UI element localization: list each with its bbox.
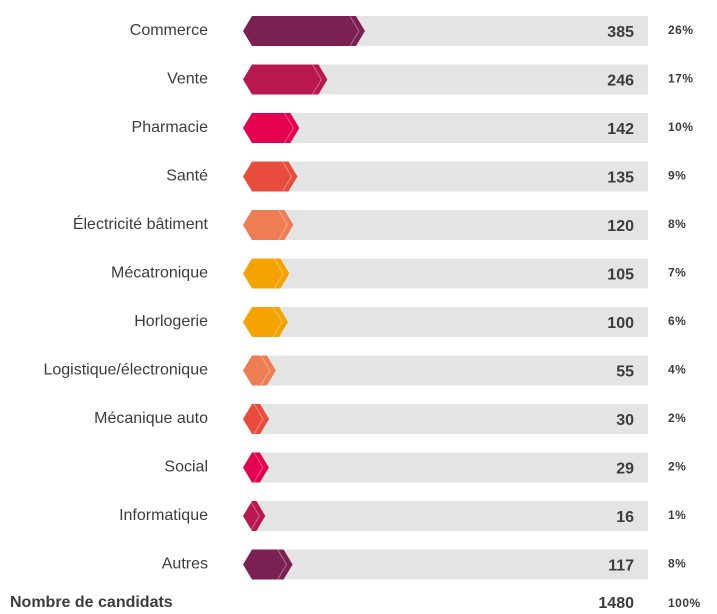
value-label: 135 bbox=[607, 170, 634, 187]
bar-facet bbox=[272, 306, 283, 338]
bar-facet bbox=[273, 258, 284, 289]
bar bbox=[243, 161, 298, 192]
category-label: Commerce bbox=[130, 22, 208, 39]
value-label: 100 bbox=[607, 315, 634, 332]
track bbox=[252, 113, 648, 143]
bar bbox=[243, 258, 290, 289]
bar bbox=[243, 307, 288, 337]
track bbox=[252, 549, 648, 580]
category-label: Horlogerie bbox=[134, 313, 208, 330]
category-label: Social bbox=[164, 459, 208, 476]
bar bbox=[243, 549, 293, 580]
value-label: 55 bbox=[616, 364, 634, 381]
value-label: 246 bbox=[607, 73, 634, 90]
category-label: Informatique bbox=[119, 507, 208, 524]
bar bbox=[243, 210, 294, 240]
bar bbox=[243, 355, 276, 386]
track bbox=[252, 210, 648, 240]
percent-label: 2% bbox=[668, 411, 686, 425]
track bbox=[252, 404, 648, 434]
category-label: Électricité bâtiment bbox=[73, 214, 209, 233]
bar-facet bbox=[277, 549, 288, 580]
category-label: Mécatronique bbox=[111, 265, 208, 282]
percent-label: 6% bbox=[668, 314, 686, 328]
track bbox=[252, 452, 648, 483]
percent-label: 4% bbox=[668, 363, 686, 377]
track bbox=[252, 307, 648, 337]
category-label: Mécanique auto bbox=[94, 410, 208, 427]
category-label: Autres bbox=[162, 556, 208, 573]
percent-label: 8% bbox=[668, 557, 686, 571]
bar-facet bbox=[282, 161, 293, 192]
value-label: 142 bbox=[607, 121, 634, 138]
bar-facet bbox=[349, 15, 360, 47]
track bbox=[252, 355, 648, 386]
percent-label: 7% bbox=[668, 266, 686, 280]
bar bbox=[243, 501, 266, 531]
value-label: 30 bbox=[616, 412, 634, 429]
bar-facet bbox=[283, 112, 294, 144]
value-label: 105 bbox=[607, 267, 634, 284]
bar-facet bbox=[277, 209, 288, 241]
value-label: 29 bbox=[616, 461, 634, 478]
bar bbox=[243, 113, 300, 143]
value-label: 120 bbox=[607, 218, 634, 235]
value-label: 16 bbox=[616, 509, 634, 526]
bar-facet bbox=[311, 64, 323, 95]
total-label: Nombre de candidats bbox=[10, 594, 173, 611]
category-label: Pharmacie bbox=[132, 119, 209, 136]
percent-label: 17% bbox=[668, 72, 694, 86]
value-label: 385 bbox=[607, 24, 634, 41]
percent-label: 10% bbox=[668, 120, 694, 134]
bar-facet bbox=[253, 452, 264, 483]
percent-label: 26% bbox=[668, 23, 694, 37]
bar-facet bbox=[249, 500, 260, 532]
value-label: 117 bbox=[608, 558, 634, 575]
total-value: 1480 bbox=[598, 595, 634, 612]
category-label: Vente bbox=[167, 71, 208, 88]
percent-label: 2% bbox=[668, 460, 686, 474]
percent-label: 8% bbox=[668, 217, 686, 231]
percent-label: 1% bbox=[668, 508, 686, 522]
track bbox=[252, 161, 648, 192]
bar bbox=[243, 452, 269, 483]
track bbox=[252, 258, 648, 289]
bar-facet bbox=[253, 403, 264, 435]
track bbox=[252, 501, 648, 531]
percent-label: 9% bbox=[668, 169, 686, 183]
category-label: Logistique/électronique bbox=[43, 362, 208, 379]
category-label: Santé bbox=[166, 168, 208, 185]
bar bbox=[243, 404, 270, 434]
bar-facet bbox=[260, 355, 271, 386]
total-percent: 100% bbox=[668, 596, 701, 610]
bar bbox=[243, 16, 365, 46]
bar bbox=[243, 64, 328, 95]
